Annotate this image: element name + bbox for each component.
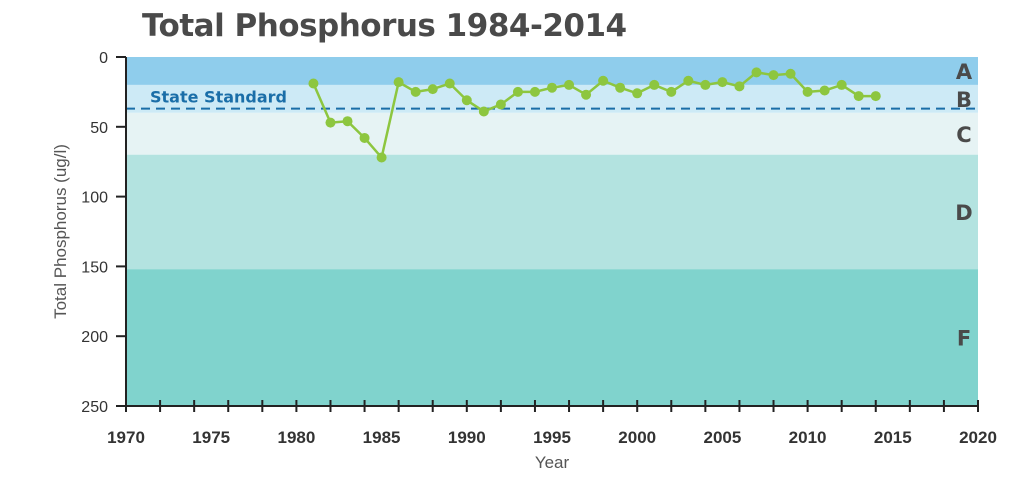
data-point-2003	[683, 75, 694, 86]
grade-label-d: D	[955, 201, 972, 225]
grade-bands: ABC D F	[126, 57, 978, 406]
state-standard-group: State Standard	[126, 88, 978, 110]
data-point-1981	[308, 78, 319, 89]
y-tick-label-150: 150	[81, 259, 108, 276]
series-line	[312, 71, 876, 159]
band-a	[126, 57, 978, 85]
data-point-2006	[734, 81, 745, 92]
y-axis-title: Total Phosphorus (ug/l)	[51, 144, 70, 319]
data-point-1995	[547, 82, 557, 93]
state-standard-label: State Standard	[150, 88, 287, 107]
data-point-2004	[700, 79, 711, 90]
data-point-2014	[870, 91, 881, 102]
x-tick-label-1990: 1990	[448, 428, 486, 447]
band-c	[126, 112, 978, 155]
data-point-1989	[444, 78, 455, 89]
x-tick-label-1980: 1980	[277, 428, 315, 447]
x-tick-label-2005: 2005	[703, 428, 741, 447]
data-point-2011	[819, 85, 830, 96]
data-point-1998	[598, 75, 609, 86]
data-point-1994	[529, 86, 540, 97]
data-point-1983	[342, 116, 353, 127]
data-point-2013	[853, 91, 864, 102]
series-layer	[308, 67, 881, 163]
data-point-1985	[376, 152, 387, 163]
data-point-1990	[461, 95, 472, 106]
data-point-1982	[325, 117, 336, 128]
data-point-1988	[427, 84, 438, 95]
data-point-1991	[478, 106, 489, 117]
data-point-2009	[785, 68, 796, 79]
x-tick-label-2010: 2010	[789, 428, 827, 447]
y-tick-label-200: 200	[81, 329, 108, 346]
x-tick-label-2000: 2000	[618, 428, 656, 447]
data-point-1997	[581, 89, 592, 100]
x-tick-label-2015: 2015	[874, 428, 912, 447]
x-tick-label-1985: 1985	[363, 428, 401, 447]
chart-title: Total Phosphorus 1984-2014	[142, 8, 627, 44]
x-tick-label-1995: 1995	[533, 428, 571, 447]
data-point-1992	[495, 99, 506, 110]
axes	[125, 57, 978, 407]
band-d	[126, 154, 978, 270]
data-point-2010	[802, 86, 813, 97]
grade-label-f: F	[957, 327, 971, 351]
data-point-2005	[717, 77, 728, 88]
x-axis-ticks: 1970 1975 1980 1985 1990 1995 2000 2005 2010 2015…	[107, 400, 997, 447]
data-point-2001	[649, 79, 660, 90]
x-tick-label-1970: 1970	[107, 428, 145, 447]
data-point-1986	[393, 77, 404, 88]
y-tick-label-50: 50	[90, 120, 108, 137]
grade-label-b: B	[956, 88, 972, 112]
data-point-1999	[615, 82, 626, 93]
x-axis-title: Year	[535, 453, 570, 472]
x-tick-label-1975: 1975	[192, 428, 230, 447]
data-point-1996	[564, 79, 575, 90]
data-point-1993	[512, 86, 523, 97]
data-point-1984	[359, 132, 370, 143]
data-point-2002	[666, 86, 677, 97]
band-f	[126, 269, 978, 406]
y-axis-ticks: 0 50 100 150 200 250	[81, 50, 126, 416]
data-point-2000	[632, 88, 643, 99]
data-point-1987	[410, 86, 421, 97]
grade-label-c: C	[956, 123, 971, 147]
y-tick-label-0: 0	[99, 50, 108, 67]
y-tick-label-250: 250	[81, 399, 108, 416]
grade-label-a: A	[956, 60, 973, 84]
y-tick-label-100: 100	[81, 190, 108, 207]
data-point-2008	[768, 70, 779, 81]
data-point-2007	[751, 67, 762, 78]
x-tick-label-2020: 2020	[959, 428, 997, 447]
data-point-2012	[836, 79, 847, 90]
